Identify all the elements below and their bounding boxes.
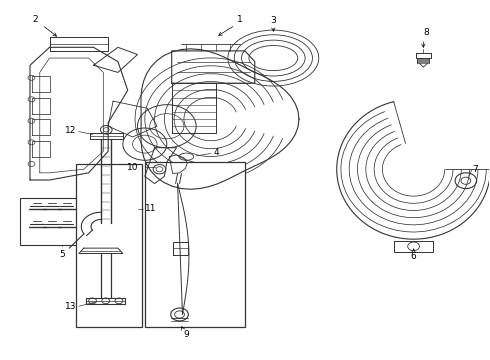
Text: 3: 3 — [270, 16, 276, 25]
Text: 11: 11 — [146, 204, 157, 213]
Text: 8: 8 — [423, 28, 429, 37]
Bar — [76, 164, 143, 327]
Text: 12: 12 — [65, 126, 76, 135]
Text: 2: 2 — [32, 15, 38, 24]
Text: 5: 5 — [59, 250, 65, 259]
Bar — [20, 198, 103, 244]
Text: 10: 10 — [127, 163, 139, 172]
Text: 4: 4 — [213, 148, 219, 157]
Bar — [145, 162, 245, 327]
Text: 13: 13 — [65, 302, 76, 311]
Text: 7: 7 — [472, 165, 478, 174]
Text: 1: 1 — [237, 15, 243, 24]
Text: 9: 9 — [183, 330, 189, 339]
Text: 6: 6 — [411, 252, 416, 261]
